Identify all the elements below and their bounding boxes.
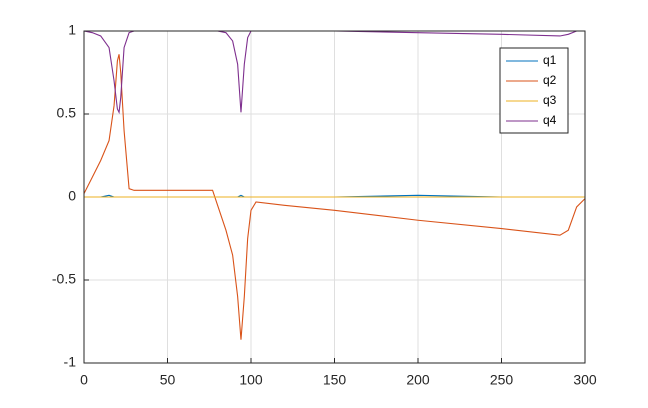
x-tick-label: 200 [406,372,430,388]
x-tick-label: 150 [323,372,347,388]
x-tick-label: 50 [160,372,176,388]
legend-label: q4 [543,113,557,127]
x-tick-label: 0 [80,372,88,388]
x-tick-label: 250 [490,372,514,388]
y-tick-label: 0.5 [57,105,77,121]
legend: q1 q2 q3 q4 [499,47,569,134]
series-line [83,54,586,340]
y-tick-label: -1 [64,354,77,370]
axes-box [83,30,586,364]
legend-label: q2 [543,73,557,87]
y-tick-label: 0 [68,188,76,204]
y-tick-label: 1 [68,22,76,38]
x-tick-label: 300 [573,372,597,388]
series-line [83,30,585,115]
legend-label: q3 [543,93,557,107]
legend-box [499,47,569,134]
x-tick-label: 100 [239,372,263,388]
legend-label: q1 [543,53,557,67]
y-tick-label: -0.5 [52,271,76,287]
